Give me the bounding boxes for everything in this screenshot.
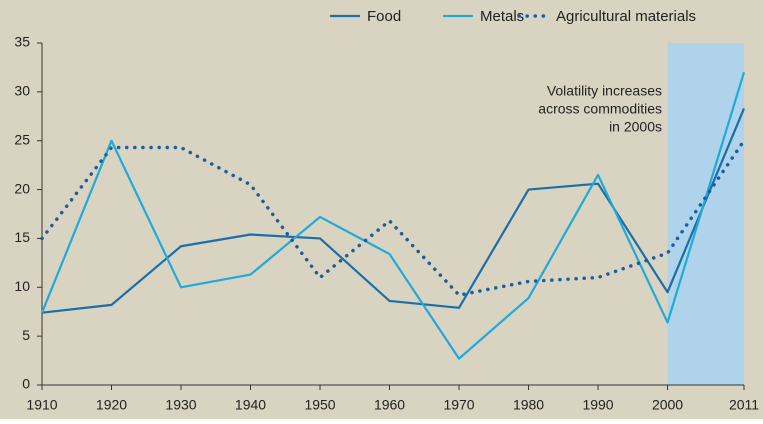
- x-tick-label: 1920: [96, 397, 127, 413]
- x-tick-label: 2011: [729, 397, 759, 413]
- legend-label: Food: [367, 8, 401, 25]
- x-tick-label: 1970: [443, 397, 474, 413]
- y-tick-label: 15: [14, 229, 30, 245]
- legend-label: Metals: [480, 8, 524, 25]
- shaded-region: [667, 43, 744, 385]
- annotation: across commodities: [538, 101, 662, 117]
- y-tick-label: 5: [22, 327, 30, 343]
- y-tick-label: 30: [14, 83, 30, 99]
- x-tick-label: 1990: [582, 397, 613, 413]
- y-tick-label: 35: [14, 34, 30, 50]
- legend-label: Agricultural materials: [556, 8, 696, 25]
- x-tick-label: 1950: [304, 397, 335, 413]
- x-tick-label: 1940: [235, 397, 266, 413]
- x-tick-label: 1930: [165, 397, 196, 413]
- series-line: [41, 108, 746, 314]
- series-line: [40, 71, 746, 360]
- y-tick-label: 25: [14, 131, 30, 147]
- y-tick-label: 10: [14, 278, 30, 294]
- x-tick-label: 2000: [652, 397, 683, 413]
- y-tick-label: 0: [22, 376, 30, 392]
- series-line: [40, 138, 746, 297]
- y-tick-label: 20: [14, 180, 30, 196]
- x-tick-label: 1980: [513, 397, 544, 413]
- annotation: in 2000s: [609, 119, 662, 135]
- x-tick-label: 1960: [374, 397, 405, 413]
- x-tick-label: 1910: [26, 397, 57, 413]
- annotation: Volatility increases: [547, 83, 662, 99]
